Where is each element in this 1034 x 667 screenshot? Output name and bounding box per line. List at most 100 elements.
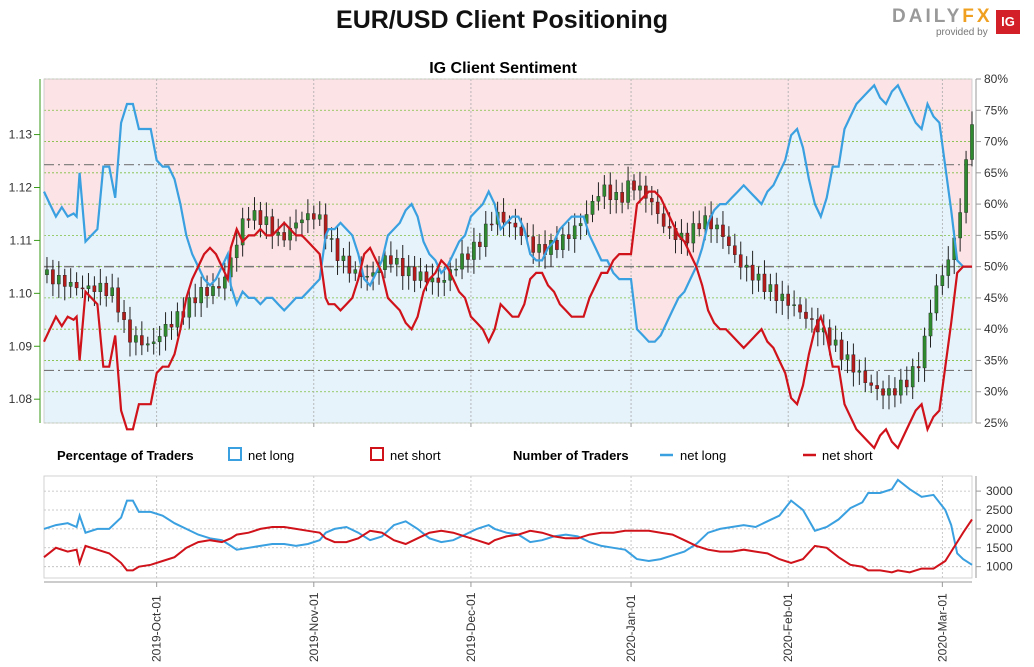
legend: Percentage of Traders net long net short… (57, 447, 873, 463)
candle-body (335, 238, 340, 261)
candle-body (762, 273, 767, 292)
candle-body (175, 311, 180, 328)
candle-body (733, 245, 737, 255)
candle-body (430, 277, 435, 283)
candle-body (436, 277, 441, 283)
date-tick-label: 2020-Mar-01 (935, 593, 949, 662)
candle-body (74, 282, 79, 289)
candle-body (258, 210, 263, 225)
candle-body (774, 284, 779, 301)
price-tick-label: 1.10 (9, 286, 33, 300)
legend-pct-title: Percentage of Traders (57, 448, 194, 463)
legend-num-short-label: net short (822, 448, 873, 463)
candle-body (466, 253, 470, 260)
candle-body (92, 285, 97, 292)
candle-body (406, 266, 411, 277)
legend-pct-long-swatch (228, 447, 242, 461)
candle-body (863, 370, 868, 383)
candle-body (51, 269, 55, 285)
candle-body (134, 335, 138, 343)
candle-body (756, 273, 761, 281)
candle-body (851, 354, 856, 373)
logo-fx-text: FX (962, 6, 993, 27)
percent-tick-label: 55% (984, 228, 1008, 242)
traders-short-line (43, 518, 973, 574)
candle-body (519, 226, 524, 236)
candle-body (270, 216, 275, 236)
date-tick-label: 2019-Dec-01 (464, 592, 478, 662)
percent-tick-label: 80% (984, 72, 1008, 86)
traders-panel: 1000 1500 2000 2500 3000 2019-Oct-01 2019-Nov… (43, 423, 1013, 662)
candle-body (442, 280, 447, 283)
candle-body (881, 388, 885, 396)
price-tick-label: 1.08 (9, 392, 33, 406)
top-grid (43, 78, 973, 424)
candle-body (910, 366, 915, 388)
candle-body (276, 232, 281, 236)
candle-body (839, 339, 844, 360)
candle-body (857, 370, 862, 373)
candle-body (750, 264, 755, 281)
page-title: EUR/USD Client Positioning (336, 6, 668, 34)
candle-body (655, 201, 660, 214)
candle-body (140, 335, 144, 346)
traders-tick-label: 1500 (986, 541, 1013, 555)
logo-daily-text: DAILY (892, 6, 963, 27)
candle-body (472, 241, 476, 260)
candle-body (45, 269, 49, 276)
candle-body (412, 266, 417, 281)
candle-body (887, 388, 891, 396)
candle-body (703, 215, 707, 230)
candle-body (489, 223, 494, 226)
candle-body (964, 159, 968, 213)
candle-body (187, 297, 192, 318)
candle-body (721, 224, 725, 237)
candle-body (893, 388, 897, 396)
candle-body (246, 218, 251, 221)
candle-body (934, 285, 939, 314)
candle-body (57, 275, 61, 285)
date-tick-label: 2020-Jan-01 (624, 594, 638, 662)
price-candles (45, 111, 974, 410)
candle-body (786, 293, 790, 306)
price-tick-label: 1.09 (9, 339, 33, 353)
candle-body (875, 385, 879, 389)
candle-body (110, 287, 114, 297)
candle-body (306, 213, 310, 221)
candle-body (317, 214, 322, 220)
candle-body (199, 287, 203, 304)
candle-body (329, 238, 334, 240)
price-tick-label: 1.12 (9, 180, 33, 194)
candle-body (300, 219, 304, 224)
candle-body (661, 213, 666, 227)
candle-body (513, 222, 518, 228)
candle-body (483, 223, 488, 247)
candle-body (234, 244, 239, 259)
candle-body (596, 196, 601, 202)
candle-body (312, 213, 316, 220)
candle-body (454, 268, 458, 271)
candle-body (946, 259, 951, 276)
legend-pct-short-swatch (370, 447, 384, 461)
candle-body (810, 318, 814, 320)
traders-axis: 1000 1500 2000 2500 3000 (975, 476, 1013, 578)
traders-long-line (43, 478, 973, 566)
candle-body (744, 264, 749, 268)
candle-body (845, 354, 850, 360)
legend-num-long-label: net long (680, 448, 726, 463)
candle-body (649, 198, 654, 203)
candle-body (940, 275, 945, 286)
candle-body (561, 234, 565, 250)
candle-body (904, 379, 909, 388)
candle-body (928, 312, 933, 337)
percent-tick-label: 40% (984, 322, 1008, 336)
traders-tick-label: 1000 (986, 560, 1013, 574)
candle-body (205, 287, 209, 296)
candle-body (578, 223, 583, 227)
candle-body (555, 240, 559, 250)
percent-tick-label: 75% (984, 103, 1008, 117)
net-short-line (43, 190, 972, 450)
candle-body (626, 180, 630, 203)
candle-body (685, 232, 690, 244)
candle-body (353, 269, 358, 274)
